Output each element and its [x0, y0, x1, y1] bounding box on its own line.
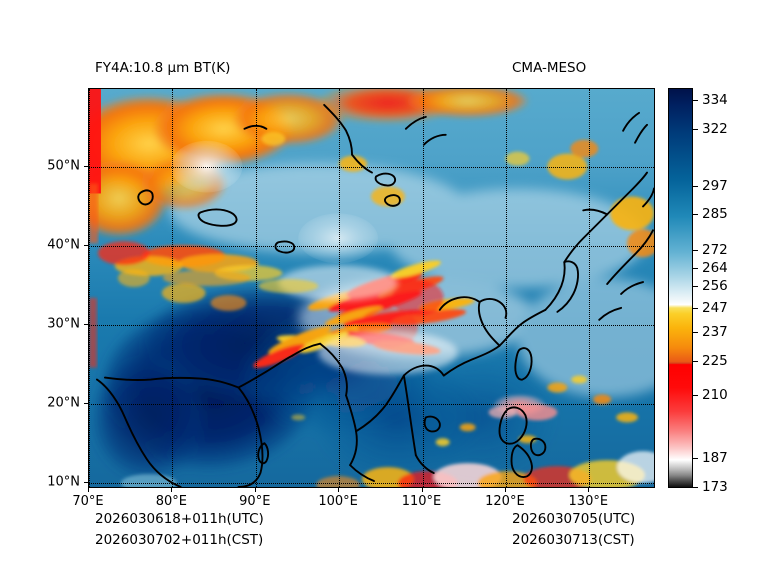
cb-tick-264: [693, 268, 698, 269]
map-axes: [88, 88, 655, 488]
x-tick-0: [88, 488, 89, 492]
cb-label-210: 210: [702, 387, 728, 403]
x-tick-5: [504, 488, 506, 492]
x-tick-label-100e: 100°E: [318, 494, 358, 509]
x-tick-3: [338, 488, 340, 492]
x-tick-label-80e: 80°E: [155, 494, 188, 509]
cb-label-322: 322: [702, 121, 728, 137]
x-tick-4: [421, 488, 423, 492]
cb-label-334: 334: [702, 92, 728, 108]
y-tick-label-50n: 50°N: [47, 158, 80, 174]
cb-tick-322: [693, 129, 698, 130]
x-tick-2: [254, 488, 256, 492]
x-tick-label-120e: 120°E: [485, 494, 525, 509]
brightness-temperature-raster: [89, 89, 654, 487]
cb-tick-272: [693, 250, 698, 251]
cb-label-256: 256: [702, 278, 728, 294]
y-tick-30: [84, 324, 88, 325]
cb-label-247: 247: [702, 300, 728, 316]
cb-label-285: 285: [702, 206, 728, 222]
cb-tick-256: [693, 286, 698, 287]
y-tick-40: [84, 245, 88, 246]
x-tick-label-70e: 70°E: [72, 494, 104, 509]
x-tick-label-110e: 110°E: [401, 494, 442, 509]
y-tick-label-30n: 30°N: [47, 316, 80, 332]
chart-title-left: FY4A:10.8 μm BT(K): [95, 60, 231, 76]
cb-tick-173: [693, 487, 698, 488]
colorbar: [668, 88, 693, 488]
map-raster-svg: [89, 89, 654, 487]
footer-obs-time-cst: 2026030713(CST): [512, 532, 635, 548]
cb-tick-285: [693, 214, 698, 215]
y-tick-label-20n: 20°N: [47, 395, 80, 411]
cb-tick-247: [693, 308, 698, 309]
coastline-overlay: [96, 103, 654, 487]
cb-tick-187: [693, 458, 698, 459]
footer-obs-time-utc: 2026030705(UTC): [512, 511, 636, 527]
cb-label-187: 187: [702, 450, 728, 466]
chart-title-right: CMA-MESO: [512, 60, 587, 76]
cb-tick-225: [693, 361, 698, 362]
cb-tick-334: [693, 100, 698, 101]
y-tick-label-40n: 40°N: [47, 237, 80, 253]
cb-tick-297: [693, 186, 698, 187]
cb-label-237: 237: [702, 324, 728, 340]
cb-label-264: 264: [702, 260, 728, 276]
cb-label-272: 272: [702, 242, 728, 258]
x-tick-6: [588, 488, 590, 492]
y-tick-label-10n: 10°N: [47, 474, 80, 490]
y-tick-10: [84, 482, 88, 483]
x-tick-label-130e: 130°E: [568, 494, 609, 509]
cb-tick-237: [693, 332, 698, 333]
cb-label-225: 225: [702, 353, 728, 369]
footer-valid-time-utc: 2026030618+011h(UTC): [95, 511, 264, 527]
footer-valid-time-cst: 2026030702+011h(CST): [95, 532, 264, 548]
y-tick-20: [84, 403, 88, 404]
cb-label-173: 173: [702, 479, 728, 495]
cb-tick-210: [693, 395, 698, 396]
y-tick-50: [84, 166, 88, 167]
x-tick-label-90e: 90°E: [239, 494, 271, 509]
x-tick-1: [171, 488, 173, 492]
cb-label-297: 297: [702, 178, 728, 194]
